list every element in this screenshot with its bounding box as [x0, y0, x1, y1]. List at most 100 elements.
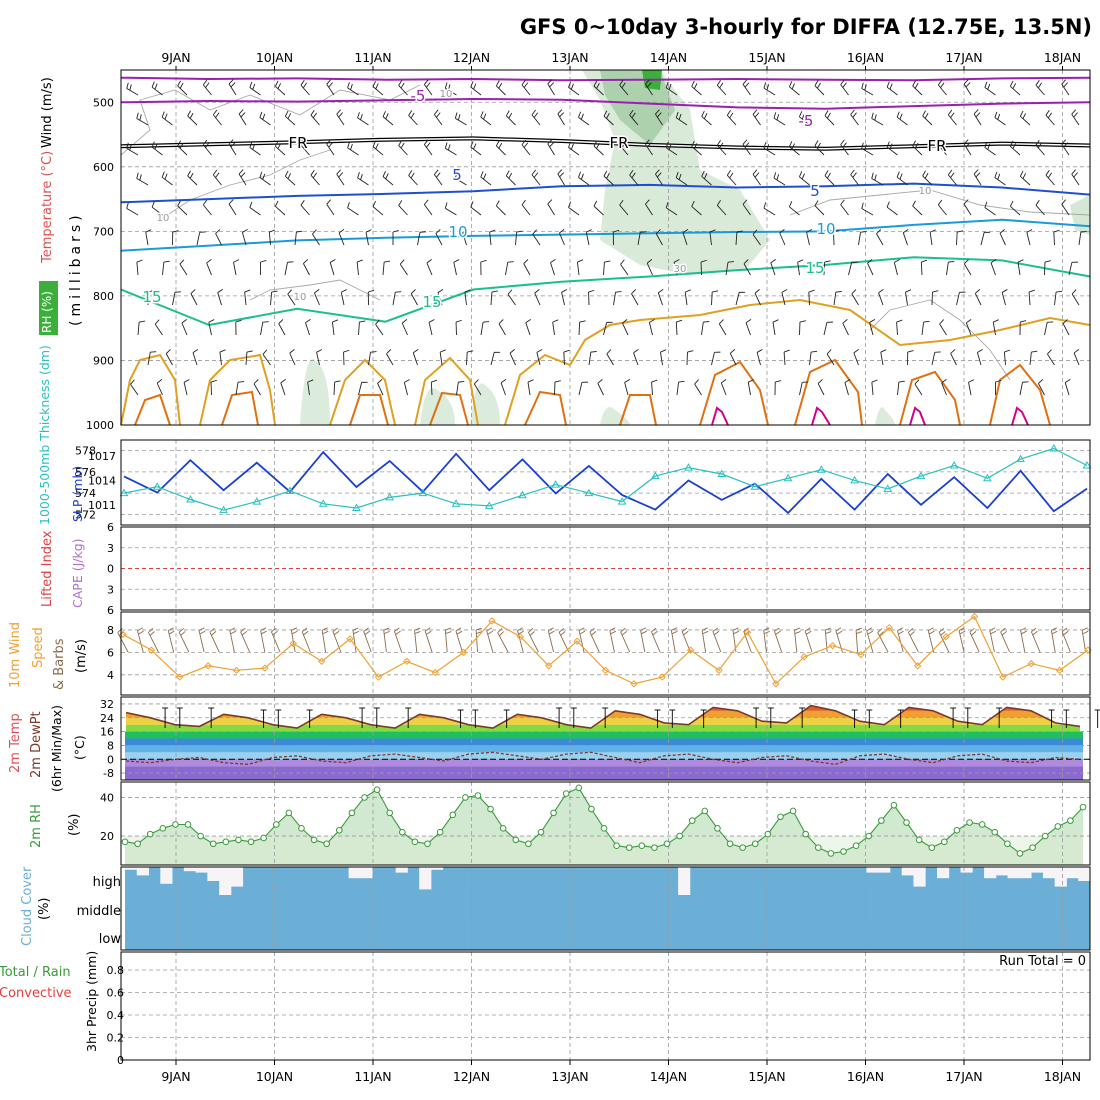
- wind-barb: [779, 232, 786, 246]
- wind-barb-feather: [766, 144, 770, 151]
- wind-barb: [963, 143, 972, 156]
- wind-barb-feather: [328, 82, 333, 88]
- wind-barb-feather: [736, 230, 743, 233]
- wind-barb-feather: [262, 321, 269, 323]
- wind-barb-feather: [817, 142, 821, 149]
- humidity-marker: [399, 828, 406, 836]
- wind-barb: [464, 292, 467, 306]
- wind-barb: [824, 115, 835, 126]
- humidity-marker: [991, 828, 999, 836]
- wind-barb-feather: [999, 229, 1005, 234]
- wind-barb: [720, 382, 727, 396]
- thickness-marker: [285, 486, 295, 494]
- wind-barb-feather: [668, 83, 672, 90]
- wind-barb-feather: [656, 172, 662, 178]
- wind-barb-feather: [776, 174, 780, 181]
- wind-barb-feather: [147, 290, 154, 293]
- wind-barb-feather: [163, 260, 170, 263]
- wind-barb-feather: [413, 348, 419, 354]
- wind-barb: [789, 146, 800, 156]
- wind-barb-feather: [801, 113, 805, 120]
- wind-barb-feather: [246, 350, 253, 353]
- isotherm-30: [811, 406, 831, 426]
- wind-barb-feather: [940, 631, 946, 636]
- wind-barb-feather: [372, 81, 376, 87]
- thickness-marker: [352, 503, 361, 511]
- contour-label: 10: [448, 223, 467, 241]
- wind-barb-feather: [703, 113, 708, 119]
- wind-barb-feather: [814, 80, 819, 86]
- humidity-marker: [310, 836, 318, 844]
- wind-barb-feather: [682, 228, 689, 234]
- wind-barb-feather: [963, 79, 969, 85]
- humidity-fill: [125, 787, 1083, 865]
- wind-barb-feather: [665, 141, 669, 148]
- wind-barb-feather: [326, 79, 332, 85]
- humidity-marker: [525, 840, 532, 848]
- wind-barb: [428, 322, 433, 336]
- wind-barb-feather: [164, 113, 168, 120]
- wind-barb-feather: [498, 142, 503, 149]
- wind-barb-feather: [262, 173, 266, 180]
- wind-barb: [735, 292, 740, 306]
- wind-barb-feather: [489, 229, 496, 233]
- wind-barb: [861, 208, 874, 216]
- wind-barb-feather: [577, 259, 584, 263]
- axis-tick-label: 8: [107, 624, 114, 637]
- wind-barb-feather: [681, 627, 688, 632]
- wind-barb-feather: [410, 112, 415, 119]
- cloud-bar-gap: [207, 867, 220, 881]
- wind-barb-feather: [878, 288, 884, 294]
- wind-barb-feather: [240, 172, 246, 178]
- wind-barb: [473, 383, 482, 396]
- wind-barb-feather: [531, 109, 536, 116]
- wind-barb-feather: [561, 289, 568, 293]
- wind-barb-feather: [338, 112, 343, 118]
- wind-barb-feather: [338, 172, 343, 178]
- wind-panel: 468 10m Wind Speed & Barbs (m/s): [8, 612, 1092, 695]
- wind-barb: [939, 323, 947, 336]
- wind-barb: [588, 352, 592, 366]
- humidity-marker: [575, 784, 583, 792]
- wind-barb-feather: [310, 109, 315, 116]
- wind-barb: [941, 382, 947, 396]
- wind-barb-feather: [296, 230, 303, 233]
- wind-barb-feather: [880, 349, 887, 353]
- wind-barb-feather: [302, 82, 307, 89]
- slp-line: [123, 450, 1088, 515]
- wind-barb: [326, 83, 335, 96]
- wind-speed-marker: [289, 639, 298, 648]
- wind-barb-feather: [687, 350, 694, 353]
- wind-barb: [808, 291, 810, 306]
- wind-barb: [217, 292, 222, 306]
- wind-barb: [302, 263, 310, 276]
- wind-barb: [453, 262, 457, 276]
- wind-barb-feather: [590, 350, 597, 353]
- wind-barb: [963, 83, 972, 96]
- wind-barb: [382, 116, 394, 126]
- cloud-bar-gap: [1019, 867, 1032, 879]
- cloud-level-label: high: [93, 875, 121, 890]
- wind-barb-feather: [303, 259, 309, 264]
- wind-barb-feather: [568, 141, 572, 148]
- wind-barb-feather: [994, 171, 998, 178]
- wind-barb-feather: [252, 143, 256, 150]
- wind-barb: [938, 632, 950, 653]
- wind-barb: [937, 84, 947, 96]
- wind-barb-feather: [400, 82, 405, 89]
- wind-barb-feather: [470, 81, 474, 88]
- wind-barb-feather: [909, 631, 915, 636]
- wind-barb: [377, 383, 384, 396]
- wind-barb-feather: [1082, 630, 1089, 635]
- wind-barb: [1010, 145, 1021, 156]
- wind-barb: [1035, 84, 1045, 96]
- wind-barb-feather: [827, 112, 831, 119]
- wind-barb-feather: [675, 111, 679, 118]
- contour-label: 10: [294, 292, 307, 303]
- contour-label: 10: [816, 220, 835, 238]
- wind-barb-feather: [457, 114, 461, 121]
- wind-barb: [126, 208, 139, 216]
- wind-barb: [202, 84, 212, 96]
- wind-barb: [161, 176, 173, 186]
- wind-barb-feather: [804, 627, 811, 632]
